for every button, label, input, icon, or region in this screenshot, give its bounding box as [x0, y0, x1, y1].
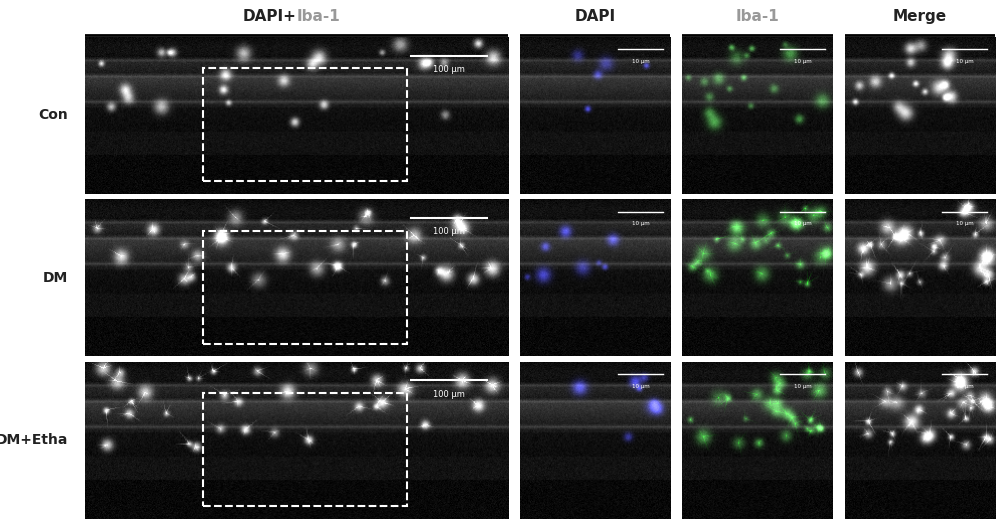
Text: 10 μm: 10 μm: [632, 384, 649, 389]
Text: 10 μm: 10 μm: [794, 59, 812, 64]
Text: Iba-1: Iba-1: [736, 9, 779, 24]
Text: DM: DM: [43, 271, 68, 285]
Text: 10 μm: 10 μm: [956, 384, 974, 389]
Text: 10 μm: 10 μm: [956, 221, 974, 226]
Text: 10 μm: 10 μm: [956, 59, 974, 64]
Text: DAPI+: DAPI+: [243, 9, 297, 24]
Text: 10 μm: 10 μm: [632, 221, 649, 226]
Text: Merge: Merge: [893, 9, 947, 24]
Bar: [203, 68, 407, 181]
Text: Iba-1: Iba-1: [297, 9, 340, 24]
Text: Con: Con: [38, 108, 68, 122]
Text: 100 μm: 100 μm: [433, 65, 465, 74]
Text: 100 μm: 100 μm: [433, 390, 465, 399]
Text: 10 μm: 10 μm: [794, 384, 812, 389]
Text: DAPI: DAPI: [575, 9, 616, 24]
Text: 10 μm: 10 μm: [794, 221, 812, 226]
Text: DM+Etha: DM+Etha: [0, 433, 68, 447]
Text: 100 μm: 100 μm: [433, 227, 465, 236]
Text: 10 μm: 10 μm: [632, 59, 649, 64]
Bar: [203, 231, 407, 344]
Bar: [203, 393, 407, 506]
